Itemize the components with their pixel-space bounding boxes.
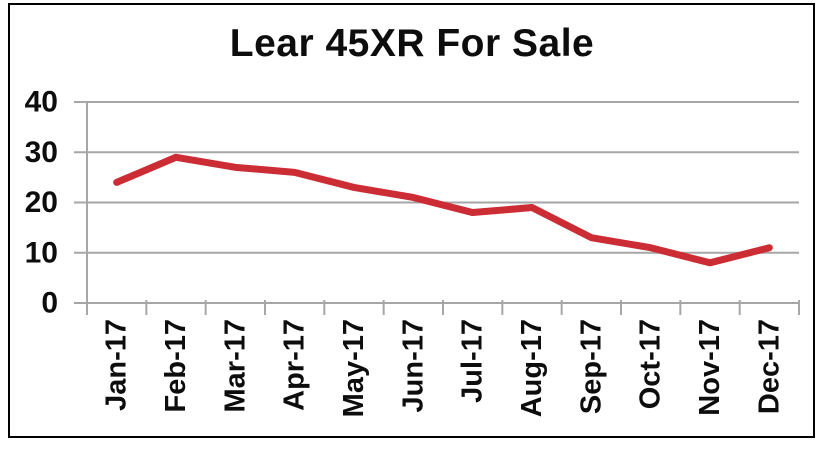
chart-border <box>8 3 815 438</box>
x-axis-label-jan-17: Jan-17 <box>101 319 133 411</box>
x-axis-label-mar-17: Mar-17 <box>219 319 251 413</box>
y-axis-tick-label-2: 20 <box>25 186 58 219</box>
series-line-0 <box>113 153 773 267</box>
chart-title: Lear 45XR For Sale <box>229 22 595 65</box>
y-axis-tick-label-3: 30 <box>25 136 58 169</box>
x-axis-label-may-17: May-17 <box>338 319 370 417</box>
y-axis-tick-label-4: 40 <box>25 86 58 119</box>
x-axis-label-oct-17: Oct-17 <box>635 319 667 409</box>
x-axis-label-jun-17: Jun-17 <box>397 319 429 412</box>
x-axis-label-jul-17: Jul-17 <box>457 319 489 403</box>
x-axis-label-sep-17: Sep-17 <box>575 319 607 414</box>
x-axis-label-dec-17: Dec-17 <box>753 319 785 414</box>
x-axis-label-feb-17: Feb-17 <box>160 319 192 412</box>
y-axis-tick-label-0: 0 <box>41 287 58 320</box>
x-axis-label-nov-17: Nov-17 <box>694 319 726 416</box>
x-axis-label-aug-17: Aug-17 <box>516 319 548 417</box>
x-axis-label-apr-17: Apr-17 <box>279 319 311 411</box>
y-axis-tick-label-1: 10 <box>25 236 58 269</box>
